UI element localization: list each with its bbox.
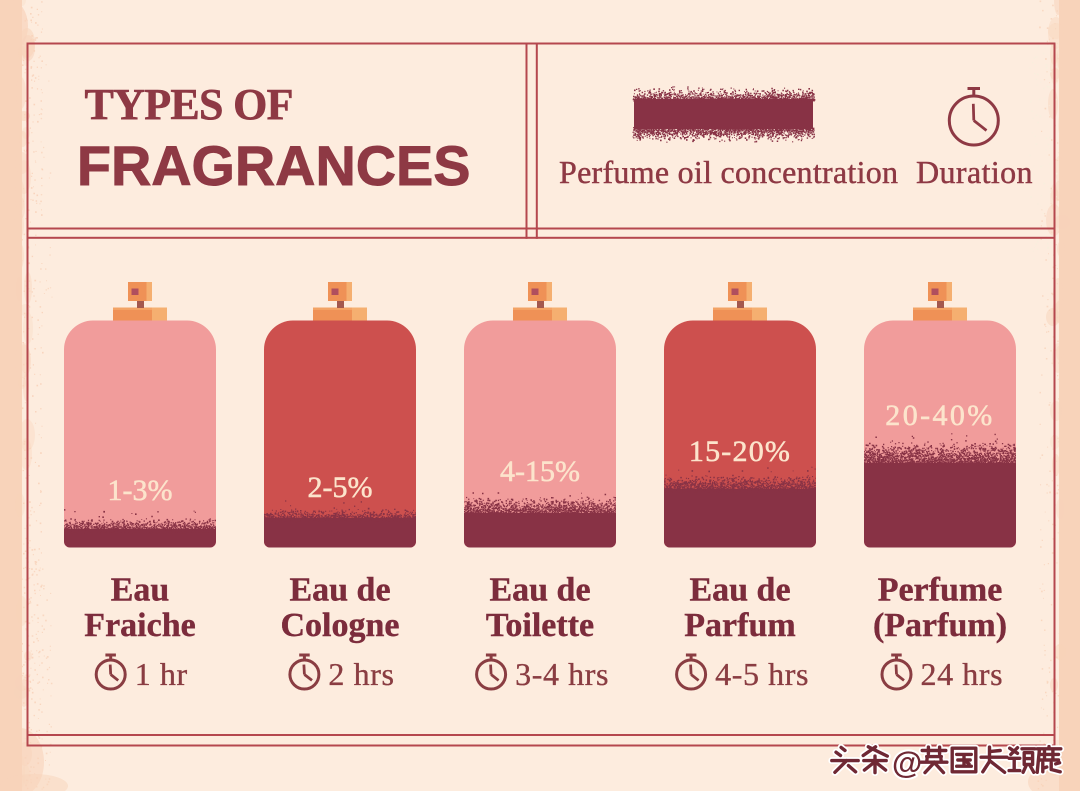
svg-text:1-3%: 1-3%	[108, 474, 173, 507]
svg-text:2-5%: 2-5%	[308, 471, 373, 504]
svg-text:3-4 hrs: 3-4 hrs	[515, 656, 609, 692]
svg-text:Eau de: Eau de	[489, 572, 590, 609]
svg-text:Eau de: Eau de	[289, 572, 390, 609]
svg-text:Toilette: Toilette	[486, 607, 594, 644]
svg-text:Perfume oil concentration: Perfume oil concentration	[559, 154, 898, 190]
svg-text:Eau: Eau	[111, 572, 170, 609]
svg-text:Perfume: Perfume	[878, 572, 1003, 609]
svg-text:4-15%: 4-15%	[500, 455, 580, 488]
svg-text:20-40%: 20-40%	[885, 399, 994, 432]
svg-text:2 hrs: 2 hrs	[328, 656, 394, 692]
svg-text:15-20%: 15-20%	[689, 435, 791, 468]
svg-text:Parfum: Parfum	[684, 607, 795, 644]
svg-text:Fraiche: Fraiche	[84, 607, 195, 644]
svg-text:4-5 hrs: 4-5 hrs	[715, 656, 809, 692]
svg-text:(Parfum): (Parfum)	[873, 607, 1007, 644]
svg-text:TYPES OF: TYPES OF	[85, 80, 293, 129]
svg-text:Duration: Duration	[916, 154, 1033, 190]
svg-text:1 hr: 1 hr	[135, 656, 188, 692]
svg-text:Eau de: Eau de	[689, 572, 790, 609]
svg-text:FRAGRANCES: FRAGRANCES	[77, 135, 471, 197]
svg-text:24 hrs: 24 hrs	[921, 656, 1004, 692]
svg-text:Cologne: Cologne	[281, 607, 400, 644]
svg-text:@: @	[892, 745, 922, 780]
